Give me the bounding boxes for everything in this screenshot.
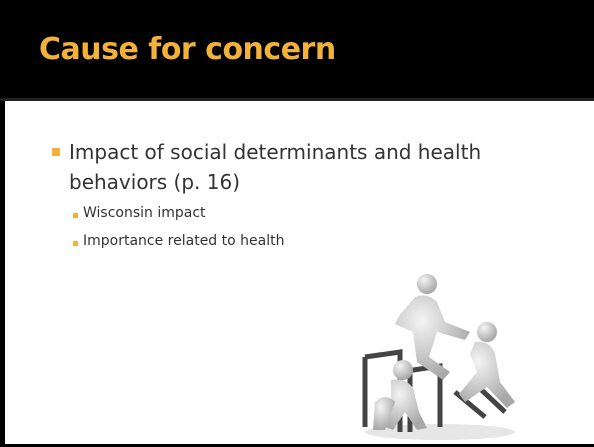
bullet-text: Impact of social determinants and health… — [69, 137, 489, 197]
sub-bullet — [73, 213, 78, 218]
bullet — [52, 148, 60, 156]
slide-title: Cause for concern — [39, 32, 336, 67]
sub-bullet — [73, 241, 78, 246]
sub-bullet-text: Importance related to health — [83, 233, 284, 249]
sub-bullet-text: Wisconsin impact — [83, 205, 206, 221]
slide: Cause for concern Impact of social deter… — [0, 0, 594, 447]
hurdles-illustration — [355, 262, 520, 442]
rule — [0, 98, 594, 101]
